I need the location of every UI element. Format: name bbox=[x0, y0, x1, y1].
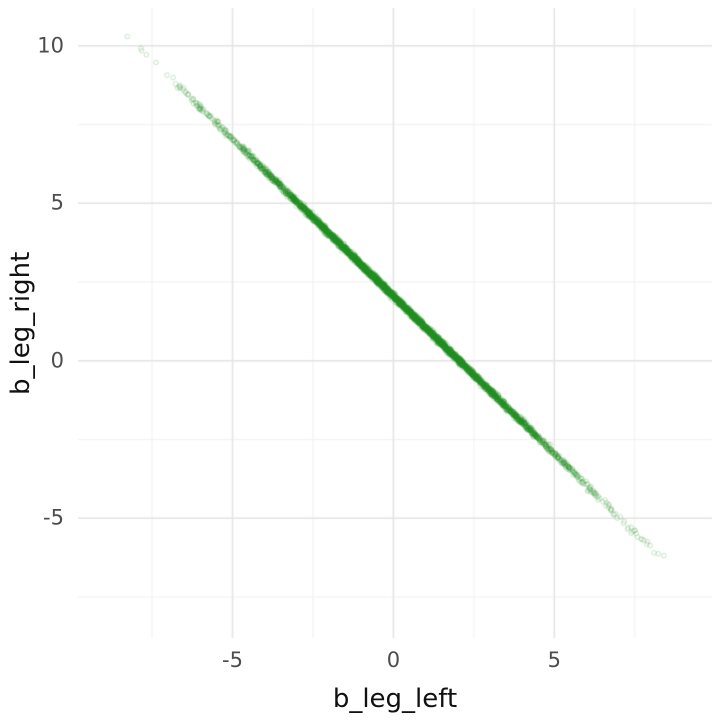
y-axis-tick-label: 0 bbox=[50, 348, 64, 373]
y-axis-title-box: b_leg_right bbox=[6, 8, 36, 638]
y-axis-title: b_leg_right bbox=[6, 251, 36, 395]
y-axis-tick-label: 5 bbox=[50, 190, 64, 215]
y-axis-tick-label: -5 bbox=[43, 505, 64, 530]
x-axis-title: b_leg_left bbox=[332, 684, 458, 714]
x-axis-tick-label: -5 bbox=[221, 648, 243, 672]
x-axis-tick-label: 5 bbox=[547, 648, 561, 672]
y-axis-tick-label: 10 bbox=[37, 33, 64, 58]
x-axis-tick-label: 0 bbox=[386, 648, 401, 672]
